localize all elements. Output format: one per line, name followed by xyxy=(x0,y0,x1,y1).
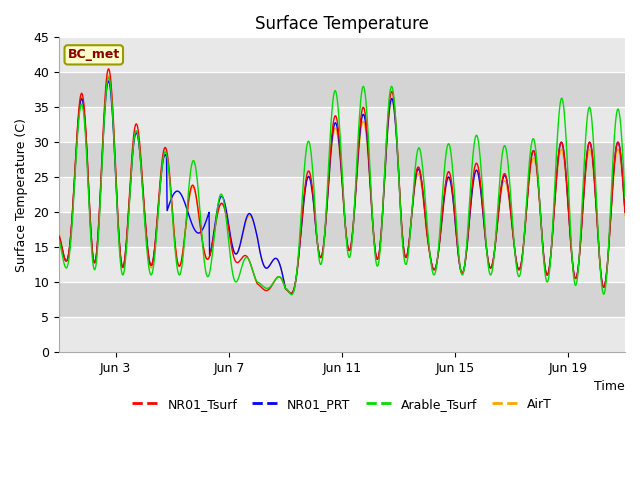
Bar xyxy=(59,282,625,317)
Legend: NR01_Tsurf, NR01_PRT, Arable_Tsurf, AirT: NR01_Tsurf, NR01_PRT, Arable_Tsurf, AirT xyxy=(127,393,557,416)
Title: Surface Temperature: Surface Temperature xyxy=(255,15,429,33)
Bar xyxy=(59,72,625,107)
Bar xyxy=(59,142,625,177)
Text: BC_met: BC_met xyxy=(68,48,120,61)
Bar xyxy=(59,212,625,247)
Bar xyxy=(59,177,625,212)
Y-axis label: Surface Temperature (C): Surface Temperature (C) xyxy=(15,118,28,272)
Bar xyxy=(59,107,625,142)
X-axis label: Time: Time xyxy=(595,380,625,393)
Bar xyxy=(59,37,625,72)
Bar xyxy=(59,247,625,282)
Bar xyxy=(59,317,625,352)
